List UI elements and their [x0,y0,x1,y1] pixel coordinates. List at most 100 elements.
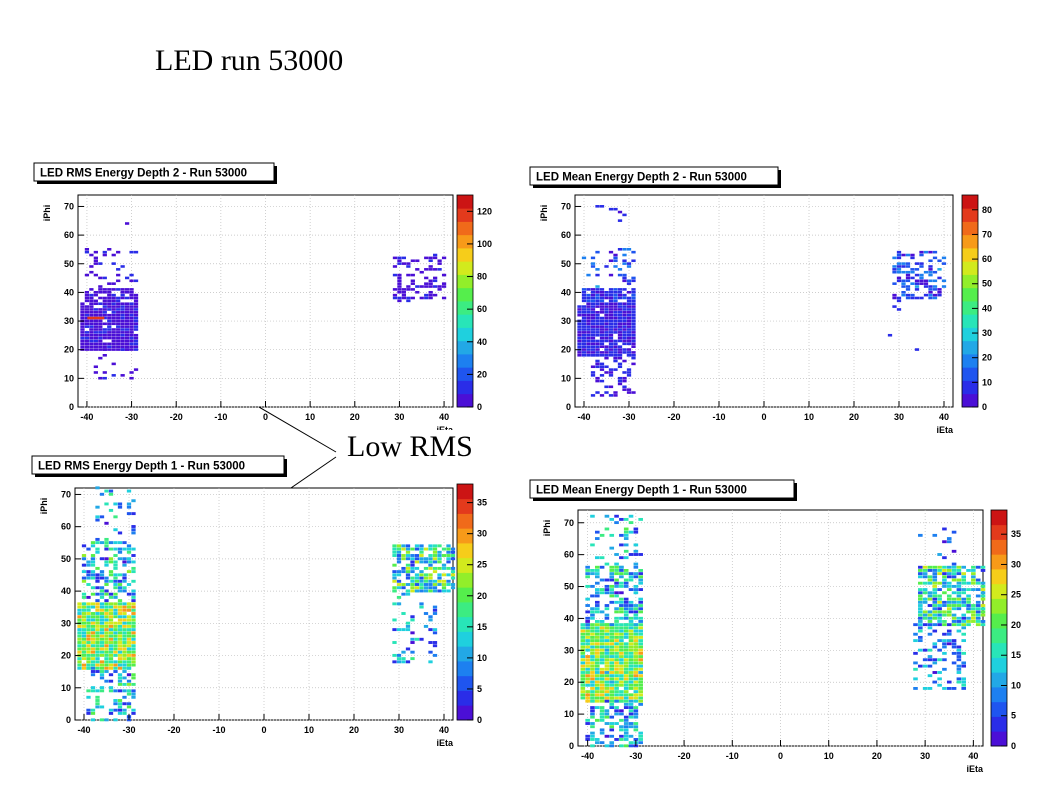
color-bar-tick-label: 50 [982,279,992,289]
heatmap-cell [93,342,98,346]
heatmap-cell [392,563,397,567]
y-tick-label: 50 [564,582,574,592]
heatmap-cell [396,602,402,606]
heatmap-cell [99,660,105,664]
heatmap-cell [638,645,643,649]
heatmap-cell [946,613,952,617]
heatmap-cell [95,612,100,615]
heatmap-cell [81,663,87,667]
heatmap-cell [104,521,109,525]
heatmap-cell [617,333,623,337]
color-bar-segment [962,261,978,275]
heatmap-cell [599,651,605,655]
heatmap-cell [623,543,629,547]
heatmap-cell [922,687,928,690]
heatmap-cell [126,641,132,644]
y-tick-label: 10 [561,373,571,383]
heatmap-cell [614,671,619,674]
heatmap-cell [614,651,619,655]
heatmap-cell [896,276,902,280]
heatmap-cell [631,313,636,317]
heatmap-cell [113,612,118,615]
heatmap-cell [99,641,105,644]
heatmap-cell [623,616,629,620]
heatmap-cell [116,302,121,306]
heatmap-cell [942,667,947,671]
heatmap-cell [117,579,123,583]
heatmap-cell [599,336,605,340]
heatmap-cell [124,308,130,311]
heatmap-cell [951,607,957,611]
heatmap-cell [93,256,98,260]
heatmap-cell [437,288,442,291]
heatmap-cell [927,594,933,598]
heatmap-cell [419,557,424,561]
heatmap-cell [918,629,923,633]
heatmap-cell [937,620,942,623]
heatmap-cell [126,702,132,706]
heatmap-cell [590,308,596,311]
heatmap-cell [104,557,109,561]
heatmap-cell [608,207,614,211]
heatmap-cell [99,670,105,673]
heatmap-cell [111,311,116,314]
heatmap-cell [95,550,100,554]
heatmap-cell [623,517,629,521]
heatmap-cell [922,572,928,576]
heatmap-cell [432,570,438,574]
heatmap-cell [961,591,967,595]
heatmap-cell [441,566,447,570]
heatmap-cell [90,563,96,567]
heatmap-cell [131,695,136,699]
heatmap-cell [93,273,98,277]
heatmap-cell [401,554,406,557]
heatmap-cell [585,683,590,687]
heatmap-cell [577,311,582,314]
heatmap-cell [604,677,610,681]
heatmap-cell [98,376,103,380]
heatmap-cell [951,584,957,588]
heatmap-cell [111,282,116,285]
heatmap-cell [975,607,981,611]
color-bar-tick-label: 60 [477,304,487,314]
heatmap-cell [107,328,112,331]
heatmap-cell [581,319,587,323]
heatmap-cell [626,265,632,268]
heatmap-cell [901,285,906,288]
heatmap-cell [396,547,402,551]
heatmap-cell [131,547,136,551]
heatmap-cell [901,290,906,294]
color-bar-tick-label: 40 [477,337,487,347]
heatmap-cell [80,313,85,317]
heatmap-cell [108,547,114,551]
heatmap-cell [80,308,85,311]
heatmap-cell [405,566,411,570]
heatmap-cell [892,268,897,271]
heatmap-cell [89,296,94,300]
heatmap-cell [614,584,619,588]
heatmap-cell [90,634,96,638]
heatmap-cell [619,651,624,655]
heatmap-cell [590,715,595,719]
heatmap-cell [586,273,591,277]
heatmap-cell [93,313,98,317]
color-bar-tick-label: 100 [477,239,492,249]
heatmap-cell [126,502,132,506]
heatmap-cell [419,550,424,554]
heatmap-cell [129,279,134,283]
heatmap-cell [590,661,595,665]
heatmap-cell [104,679,109,683]
heatmap-cell [108,608,114,612]
heatmap-cell [614,565,619,569]
heatmap-cell [922,581,928,585]
heatmap-cell [928,296,933,300]
heatmap-cell [90,660,96,664]
heatmap-cell [405,554,411,557]
heatmap-cell [631,276,636,280]
heatmap-cell [623,658,629,662]
heatmap-cell [595,339,600,343]
heatmap-cell [628,696,634,700]
heatmap-cell [918,635,923,639]
heatmap-cell [113,634,118,638]
